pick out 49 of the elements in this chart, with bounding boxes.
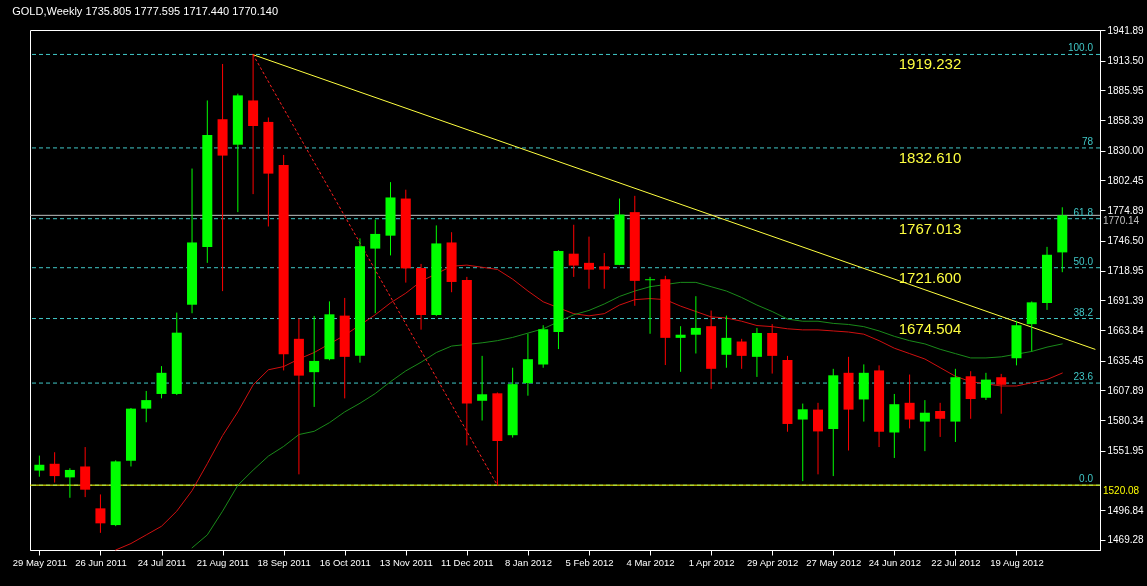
y-tick-label: 1913.50: [1107, 55, 1145, 67]
y-tick-label: 1496.84: [1107, 504, 1145, 516]
x-tick-label: 22 Jul 2012: [931, 556, 981, 568]
ref-line-label: 1919.232: [898, 55, 962, 73]
y-tick-label: 1830.00: [1107, 145, 1145, 157]
x-tick-label: 11 Dec 2011: [441, 556, 494, 568]
y-tick-label: 1691.39: [1107, 294, 1145, 306]
x-tick-label: 24 Jul 2011: [137, 556, 187, 568]
y-tick-label: 1746.50: [1107, 235, 1145, 247]
x-tick-label: 1 Apr 2012: [688, 556, 735, 568]
annotation: 38.2: [1073, 306, 1094, 318]
x-tick-label: 4 Mar 2012: [626, 556, 675, 568]
y-tick-label: 1774.89: [1107, 204, 1145, 216]
y-tick-label: 1858.39: [1107, 114, 1145, 126]
annotation: 23.6: [1073, 371, 1094, 383]
annotation: 50.0: [1073, 255, 1094, 267]
x-tick-label: 5 Feb 2012: [565, 556, 614, 568]
x-tick-label: 29 Apr 2012: [747, 556, 799, 568]
x-tick-label: 19 Aug 2012: [990, 556, 1044, 568]
y-tick-label: 1885.95: [1107, 84, 1145, 96]
x-tick-label: 16 Oct 2011: [319, 556, 371, 568]
y-tick-label: 1551.95: [1107, 445, 1145, 457]
y-tick-label: 1607.89: [1107, 384, 1145, 396]
x-tick-label: 24 Jun 2012: [868, 556, 921, 568]
ref-line-label: 1767.013: [898, 219, 962, 237]
x-tick-label: 8 Jan 2012: [504, 556, 552, 568]
annotation: 0.0: [1079, 473, 1094, 485]
ref-line-label: 1770.14: [1103, 215, 1140, 227]
ref-line-label: 1721.600: [898, 268, 962, 286]
x-tick-label: 29 May 2011: [12, 556, 67, 568]
y-tick-label: 1941.89: [1107, 24, 1145, 36]
annotation: 61.8: [1073, 206, 1094, 218]
y-tick-label: 1802.45: [1107, 174, 1145, 186]
annotation: 78: [1081, 135, 1094, 147]
y-tick-label: 1580.34: [1107, 414, 1145, 426]
ref-line-label: 1520.08: [1103, 485, 1140, 497]
y-tick-label: 1663.84: [1107, 324, 1145, 336]
y-tick-label: 1469.28: [1107, 534, 1145, 546]
x-tick-label: 18 Sep 2011: [257, 556, 311, 568]
ref-line-label: 1674.504: [898, 319, 962, 337]
x-tick-label: 21 Aug 2011: [196, 556, 250, 568]
y-tick-label: 1635.45: [1107, 355, 1145, 367]
x-tick-label: 27 May 2012: [806, 556, 862, 568]
x-tick-label: 13 Nov 2011: [379, 556, 433, 568]
annotation: 100.0: [1067, 42, 1094, 54]
x-tick-label: 26 Jun 2011: [75, 556, 127, 568]
ref-line-label: 1832.610: [898, 148, 962, 166]
y-tick-label: 1718.95: [1107, 265, 1145, 277]
chart-title: GOLD,Weekly 1735.805 1777.595 1717.440 1770.140: [12, 5, 279, 17]
